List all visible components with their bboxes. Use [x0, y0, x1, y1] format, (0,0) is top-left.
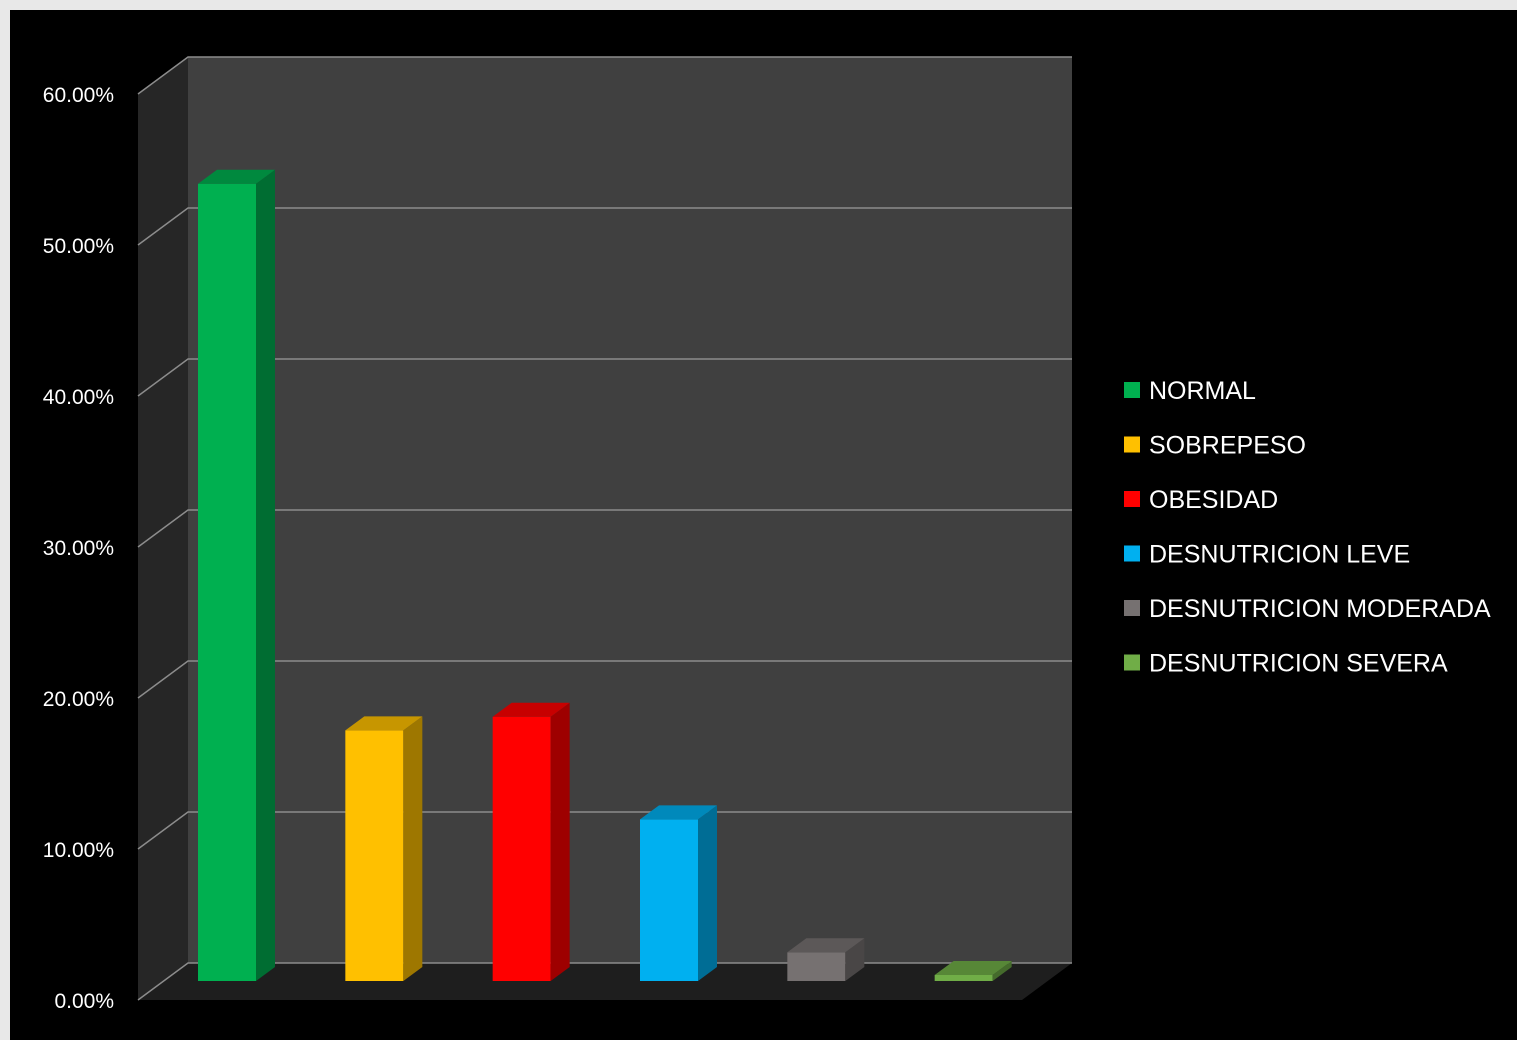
legend-swatch: [1124, 491, 1140, 507]
legend-item: SOBREPESO: [1124, 432, 1306, 460]
bar-side: [698, 805, 717, 981]
bar-chart: 0.00% 10.00% 20.00% 30.00% 40.00% 50.00% 60.00…: [43, 56, 1491, 1013]
bar-top: [787, 938, 865, 953]
bar-side: [550, 702, 570, 981]
bar-front: [345, 730, 404, 981]
bar-top: [640, 805, 717, 820]
legend: NORMAL SOBREPESO OBESIDAD DESNUTRICION LEVE…: [1124, 377, 1491, 678]
bar-top: [198, 169, 275, 184]
bar-side: [845, 938, 865, 981]
bar-side: [992, 960, 1012, 981]
gridline: [137, 207, 1072, 246]
bar-front: [787, 952, 846, 981]
floor: [138, 963, 1072, 1000]
gridline: [137, 358, 1072, 397]
legend-swatch: [1124, 654, 1140, 671]
bar-top: [492, 702, 570, 717]
y-tick-label: 0.00%: [54, 990, 114, 1013]
gridline: [137, 56, 1072, 95]
bar-obesidad: [492, 702, 570, 981]
legend-swatch: [1124, 436, 1140, 453]
bar-desnutricion-leve: [640, 805, 717, 981]
gridlines: [137, 56, 1072, 1001]
legend-label: DESNUTRICION SEVERA: [1149, 650, 1448, 678]
y-tick-label: 20.00%: [43, 688, 114, 711]
gridline: [137, 811, 1072, 850]
legend-item: DESNUTRICION SEVERA: [1124, 650, 1448, 678]
legend-swatch: [1124, 382, 1140, 398]
y-axis: 0.00% 10.00% 20.00% 30.00% 40.00% 50.00% 60.00…: [43, 84, 114, 1013]
bar-top: [934, 960, 1012, 975]
y-tick-label: 40.00%: [43, 386, 114, 409]
legend-item: DESNUTRICION MODERADA: [1124, 595, 1491, 623]
legend-label: OBESIDAD: [1149, 486, 1278, 514]
bars: [198, 169, 1012, 982]
legend-item: DESNUTRICION LEVE: [1124, 541, 1410, 569]
legend-label: DESNUTRICION LEVE: [1149, 541, 1410, 569]
bar-desnutricion-moderada: [787, 938, 865, 981]
legend-label: NORMAL: [1149, 377, 1256, 405]
gridline: [137, 509, 1072, 548]
legend-item: OBESIDAD: [1124, 486, 1278, 514]
chart-walls: [138, 57, 1072, 1000]
bar-front: [640, 819, 698, 981]
legend-swatch: [1124, 545, 1140, 562]
gridline: [137, 962, 1072, 1001]
legend-label: DESNUTRICION MODERADA: [1149, 595, 1491, 623]
bar-top: [345, 716, 423, 731]
bar-side: [256, 169, 275, 982]
y-tick-label: 50.00%: [43, 235, 114, 258]
gridline: [137, 660, 1072, 699]
bar-side: [403, 716, 423, 981]
chart-frame: 0.00% 10.00% 20.00% 30.00% 40.00% 50.00% 60.00…: [10, 10, 1517, 1040]
bar-front: [934, 974, 993, 981]
y-tick-label: 60.00%: [43, 84, 114, 107]
bar-front: [492, 716, 551, 981]
y-tick-label: 10.00%: [43, 839, 114, 862]
bar-desnutricion-severa: [934, 960, 1012, 981]
legend-swatch: [1124, 600, 1140, 616]
bar-front: [198, 183, 256, 982]
legend-item: NORMAL: [1124, 377, 1256, 405]
bar-normal: [198, 169, 275, 982]
legend-label: SOBREPESO: [1149, 432, 1306, 460]
bar-sobrepeso: [345, 716, 423, 981]
y-tick-label: 30.00%: [43, 537, 114, 560]
